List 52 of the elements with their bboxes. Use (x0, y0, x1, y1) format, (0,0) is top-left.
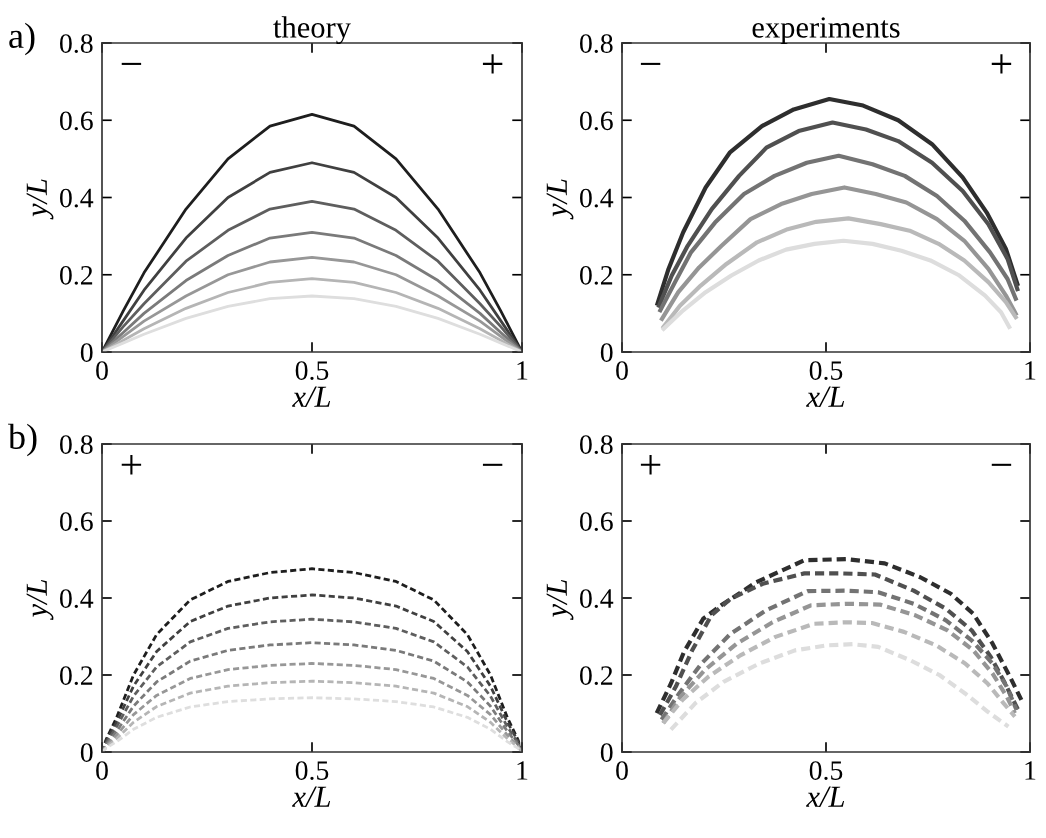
x-tick-label: 1 (517, 761, 528, 780)
y-tick-label: 0.4 (580, 188, 614, 208)
y-tick-label: 0.4 (60, 188, 94, 208)
annotation: − (991, 463, 1012, 466)
annotation: + (991, 54, 1012, 74)
annotation: − (640, 62, 661, 65)
text: b) (8, 423, 37, 457)
y-tick-label: 0.6 (60, 512, 93, 532)
x-tick-label: 1 (1025, 761, 1036, 780)
x-tick-label: 1 (1025, 361, 1036, 380)
y-tick-label: 0 (600, 343, 613, 362)
y-tick-label: 0.8 (580, 34, 613, 54)
y-tick-label: 0.4 (60, 589, 94, 609)
y-tick-label: 0.8 (60, 34, 93, 54)
x-tick-label: 0 (616, 361, 628, 380)
y-tick-label: 0 (80, 743, 93, 762)
y-tick-label: 0.2 (60, 666, 93, 686)
chart-title: experiments (752, 17, 900, 44)
x-tick-label: 0.5 (295, 361, 329, 380)
x-axis-title: x/L (806, 786, 845, 808)
y-tick-label: 0 (80, 343, 93, 362)
x-tick-label: 0.5 (295, 761, 329, 780)
y-axis-title: y/L (546, 179, 574, 220)
y-axis-title: y/L (26, 579, 54, 621)
annotation: + (640, 455, 661, 475)
x-tick-label: 0 (96, 361, 108, 380)
y-tick-label: 0.6 (60, 111, 93, 131)
y-tick-label: 0.2 (580, 265, 613, 285)
annotation: − (482, 463, 503, 466)
y-tick-label: 0.2 (60, 265, 93, 285)
x-axis-title: x/L (292, 386, 331, 408)
y-tick-label: 0.8 (60, 435, 93, 455)
y-axis-title: y/L (546, 579, 574, 621)
annotation: − (121, 62, 142, 65)
chart-title: theory (273, 16, 351, 45)
x-axis-title: x/L (292, 786, 331, 808)
x-axis-title: x/L (806, 386, 845, 408)
y-tick-label: 0.8 (580, 435, 613, 455)
x-tick-label: 0.5 (809, 761, 843, 780)
annotation: + (482, 54, 503, 74)
y-tick-label: 0.6 (580, 111, 613, 131)
y-tick-label: 0.2 (580, 666, 613, 686)
x-tick-label: 1 (517, 361, 528, 380)
y-axis-title: y/L (26, 179, 54, 220)
y-tick-label: 0 (600, 743, 613, 762)
x-tick-label: 0 (96, 761, 108, 780)
text: a) (9, 22, 35, 56)
y-tick-label: 0.4 (580, 589, 614, 609)
x-tick-label: 0 (616, 761, 628, 780)
x-tick-label: 0.5 (809, 361, 843, 380)
annotation: + (121, 455, 142, 475)
y-tick-label: 0.6 (580, 512, 613, 532)
